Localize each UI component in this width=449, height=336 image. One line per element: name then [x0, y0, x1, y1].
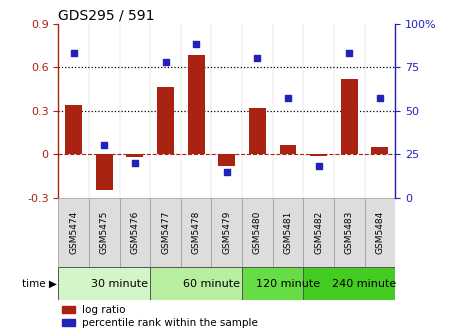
Bar	[310, 154, 327, 156]
Text: percentile rank within the sample: percentile rank within the sample	[82, 318, 258, 328]
Bar	[280, 145, 296, 154]
Bar	[157, 87, 174, 154]
Bar	[89, 198, 119, 267]
Bar	[341, 79, 357, 154]
Point	[101, 143, 108, 148]
Point	[315, 164, 322, 169]
Text: GSM5482: GSM5482	[314, 211, 323, 254]
Bar	[119, 198, 150, 267]
Bar	[218, 154, 235, 166]
Bar	[371, 147, 388, 154]
Bar	[96, 154, 113, 191]
Point	[193, 42, 200, 47]
Bar	[188, 55, 205, 154]
Text: GSM5478: GSM5478	[192, 211, 201, 254]
Bar	[58, 267, 150, 300]
Bar	[65, 105, 82, 154]
Point	[376, 96, 383, 101]
Text: GSM5479: GSM5479	[222, 211, 231, 254]
Bar	[62, 306, 75, 313]
Point	[131, 160, 138, 166]
Bar	[150, 267, 242, 300]
Bar	[211, 198, 242, 267]
Bar	[334, 198, 365, 267]
Bar	[58, 198, 89, 267]
Text: GSM5484: GSM5484	[375, 211, 384, 254]
Bar	[181, 198, 211, 267]
Point	[70, 50, 77, 56]
Text: log ratio: log ratio	[82, 305, 125, 315]
Bar	[242, 267, 303, 300]
Text: GSM5474: GSM5474	[69, 211, 78, 254]
Point	[162, 59, 169, 65]
Text: 120 minute: 120 minute	[256, 279, 320, 289]
Point	[346, 50, 353, 56]
Point	[254, 56, 261, 61]
Text: 30 minute: 30 minute	[91, 279, 148, 289]
Bar	[273, 198, 303, 267]
Bar	[249, 108, 266, 154]
Text: GDS295 / 591: GDS295 / 591	[58, 8, 155, 23]
Bar	[365, 198, 395, 267]
Point	[223, 169, 230, 174]
Text: 60 minute: 60 minute	[183, 279, 240, 289]
Bar	[62, 319, 75, 326]
Text: GSM5481: GSM5481	[283, 211, 292, 254]
Text: GSM5475: GSM5475	[100, 211, 109, 254]
Text: GSM5483: GSM5483	[345, 211, 354, 254]
Text: GSM5476: GSM5476	[130, 211, 139, 254]
Bar	[303, 267, 395, 300]
Text: GSM5480: GSM5480	[253, 211, 262, 254]
Bar	[242, 198, 273, 267]
Bar	[150, 198, 181, 267]
Bar	[127, 154, 143, 157]
Text: time ▶: time ▶	[22, 279, 57, 289]
Bar	[303, 198, 334, 267]
Text: 240 minute: 240 minute	[332, 279, 396, 289]
Point	[284, 96, 291, 101]
Text: GSM5477: GSM5477	[161, 211, 170, 254]
